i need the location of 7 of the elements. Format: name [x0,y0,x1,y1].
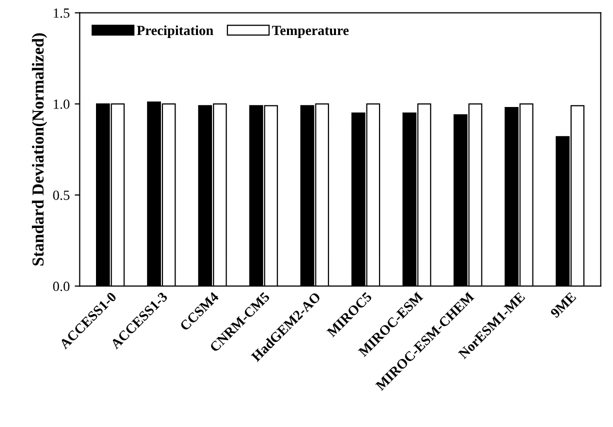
y-axis-title: Standard Deviation(Normalized) [32,33,48,266]
legend-label: Precipitation [136,25,214,38]
y-tick-label: 1.0 [54,99,70,109]
y-tick-label: 0.0 [53,282,70,292]
legend-label: Temperature [272,26,349,38]
y-tick-label: 0.5 [53,190,70,200]
y-tick-label: 1.5 [54,8,70,18]
